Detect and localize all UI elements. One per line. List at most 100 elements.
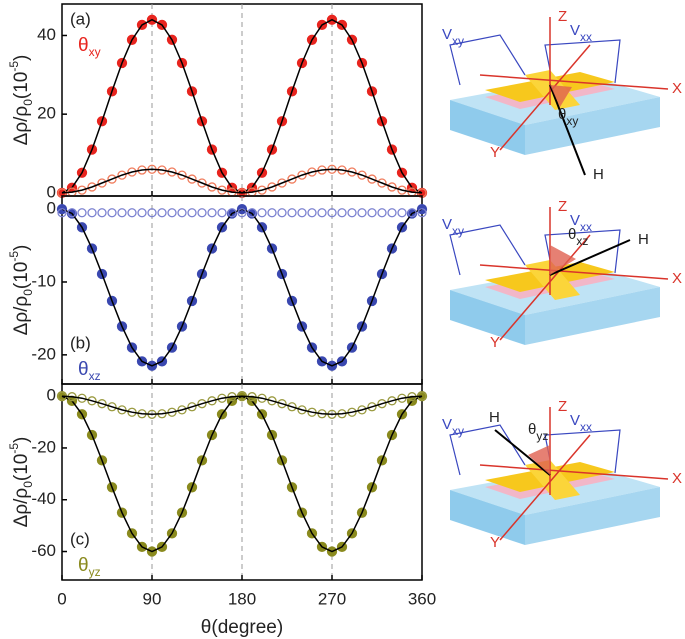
text-part: xz (576, 234, 588, 248)
voltage-label: Vxx (570, 212, 592, 234)
voltage-label: Vxx (570, 22, 592, 44)
data-point (117, 208, 127, 218)
y-tick-label: -10 (31, 271, 56, 290)
data-point (327, 208, 337, 218)
data-point (197, 178, 207, 188)
axis-y (499, 44, 591, 151)
data-point (107, 402, 117, 412)
axis-y (499, 434, 591, 541)
axis-z-label: Z (558, 198, 567, 215)
data-point (267, 396, 277, 406)
panel-label: (a) (70, 9, 91, 28)
text-part: xy (89, 45, 101, 59)
substrate-side (525, 287, 660, 345)
y-axis-label: Δρ/ρ0(10-5) (7, 55, 35, 146)
data-point (177, 405, 187, 415)
x-tick-label: 180 (228, 589, 256, 608)
data-point (297, 405, 307, 415)
data-point (277, 178, 287, 188)
data-point (357, 208, 367, 218)
data-point (157, 208, 167, 218)
x-tick-label: 90 (143, 589, 162, 608)
text-part: xx (580, 420, 592, 434)
data-point (377, 208, 387, 218)
angle-label: θxy (78, 35, 101, 59)
data-point (277, 399, 287, 409)
field-h (549, 239, 631, 276)
text-part: -5 (7, 61, 21, 72)
voltage-label: Vxy (442, 26, 464, 48)
text-part: θ (568, 226, 576, 243)
data-point (397, 185, 407, 195)
text-part: Δρ/ρ (11, 488, 32, 528)
data-point (117, 170, 127, 180)
text-part: Δρ/ρ (11, 106, 32, 146)
text-part: θ (78, 555, 89, 576)
data-point (267, 208, 277, 218)
data-point (357, 405, 367, 415)
axis-z-label: Z (558, 398, 567, 415)
data-point (357, 170, 367, 180)
field-h (494, 429, 551, 476)
data-point (207, 182, 217, 192)
text-part: (10 (11, 72, 32, 99)
text-part: xx (580, 220, 592, 234)
fit-line (61, 395, 423, 416)
data-point (187, 174, 197, 184)
y-tick-label: -40 (31, 489, 56, 508)
axis-y-label: Y (490, 334, 500, 351)
text-part: xx (580, 30, 592, 44)
data-point (167, 208, 177, 218)
lead-v2 (544, 39, 621, 84)
data-point (67, 208, 77, 218)
y-tick-label: 40 (37, 25, 56, 44)
y-tick-label: -60 (31, 541, 56, 560)
data-point (87, 396, 97, 406)
data-point (267, 182, 277, 192)
y-tick-label: 20 (37, 104, 56, 123)
text-part: (10 (11, 262, 32, 289)
panel-label: (c) (70, 529, 90, 548)
x-axis-label: θ(degree) (201, 617, 283, 638)
text-part: xy (452, 34, 464, 48)
data-point (77, 185, 87, 195)
data-point (137, 208, 147, 218)
data-point (147, 208, 157, 218)
angle-label: θxz (78, 359, 101, 383)
text-part: 0 (21, 289, 35, 296)
text-part: V (442, 416, 452, 433)
data-point (207, 208, 217, 218)
x-tick-label: 360 (408, 589, 436, 608)
text-part: yz (89, 565, 101, 579)
x-tick-label: 0 (57, 589, 66, 608)
text-part: yz (536, 429, 548, 443)
field-h-label: H (489, 409, 500, 426)
axis-y-label: Y (490, 144, 500, 161)
data-point (297, 170, 307, 180)
data-point (107, 208, 117, 218)
data-point (107, 174, 117, 184)
data-point (297, 208, 307, 218)
text-part: V (442, 26, 452, 43)
angle-label: θyz (528, 421, 548, 443)
text-part: -5 (7, 443, 21, 454)
lead-v1 (449, 34, 526, 86)
substrate-front (450, 100, 525, 155)
angle-label: θyz (78, 555, 101, 579)
y-axis-label: Δρ/ρ0(10-5) (7, 245, 35, 336)
field-h-label: H (593, 166, 604, 183)
data-point (367, 402, 377, 412)
axis-y (499, 234, 591, 341)
substrate-front (450, 290, 525, 345)
text-part: θ (528, 421, 536, 438)
text-part: V (442, 216, 452, 233)
data-point (307, 208, 317, 218)
axis-x (479, 74, 669, 90)
axis-x-label: X (672, 470, 682, 487)
data-point (257, 208, 267, 218)
text-part: xy (452, 224, 464, 238)
data-point (417, 208, 427, 218)
data-point (197, 208, 207, 218)
data-point (177, 208, 187, 218)
text-part: θ (558, 106, 566, 123)
